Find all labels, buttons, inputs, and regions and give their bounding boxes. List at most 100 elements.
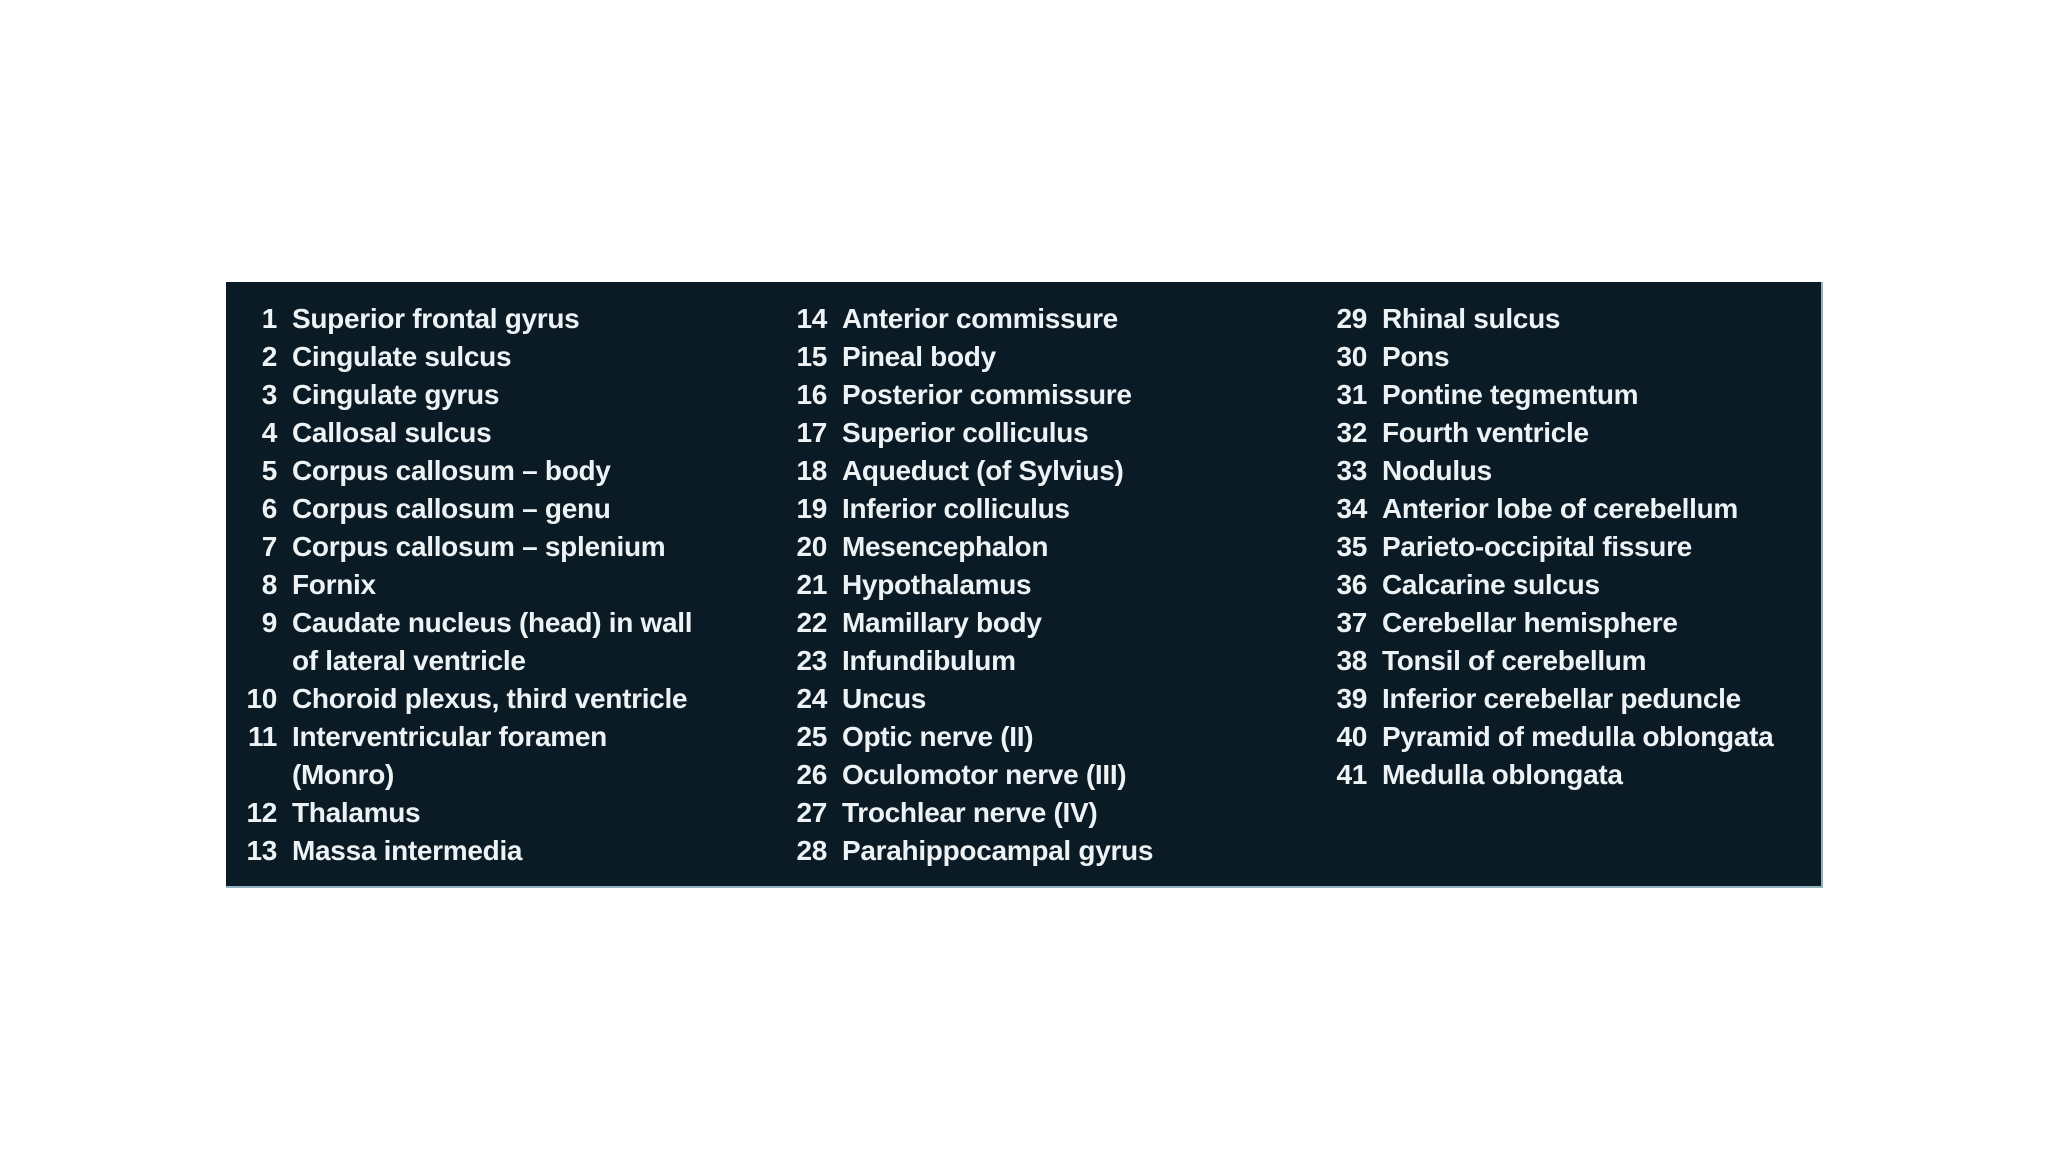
legend-panel: 1 Superior frontal gyrus 2 Cingulate sulcus… <box>226 282 1823 888</box>
legend-item-label: Mesencephalon <box>842 531 1049 562</box>
legend-item-17: 17 Superior colliculus <box>791 414 1331 452</box>
legend-column-1: 1 Superior frontal gyrus 2 Cingulate sulcus… <box>241 300 791 870</box>
legend-item-number: 18 <box>796 455 827 486</box>
legend-item-label: Oculomotor nerve (III) <box>842 759 1127 790</box>
legend-item-20: 20 Mesencephalon <box>791 528 1331 566</box>
legend-item-2: 2 Cingulate sulcus <box>241 338 791 376</box>
legend-item-label: Pontine tegmentum <box>1382 379 1639 410</box>
legend-item-9: 9 Caudate nucleus (head) in wall of later… <box>241 604 791 680</box>
legend-item-41: 41 Medulla oblongata <box>1331 756 1817 794</box>
legend-item-number: 6 <box>261 493 278 524</box>
legend-item-label: Fornix <box>292 569 376 600</box>
legend-item-21: 21 Hypothalamus <box>791 566 1331 604</box>
legend-item-number: 14 <box>796 303 827 334</box>
legend-item-number: 33 <box>1336 455 1367 486</box>
legend-item-label: Thalamus <box>292 797 421 828</box>
legend-item-26: 26 Oculomotor nerve (III) <box>791 756 1331 794</box>
legend-item-label: Trochlear nerve (IV) <box>842 797 1098 828</box>
legend-item-number: 20 <box>796 531 827 562</box>
legend-item-label: Medulla oblongata <box>1382 759 1623 790</box>
legend-item-label: Tonsil of cerebellum <box>1382 645 1647 676</box>
legend-item-number: 39 <box>1336 683 1367 714</box>
legend-item-5: 5 Corpus callosum – body <box>241 452 791 490</box>
legend-item-number: 25 <box>796 721 827 752</box>
legend-item-33: 33 Nodulus <box>1331 452 1817 490</box>
legend-item-8: 8 Fornix <box>241 566 791 604</box>
legend-item-11: 11 Interventricular foramen (Monro) <box>241 718 791 794</box>
legend-item-1: 1 Superior frontal gyrus <box>241 300 791 338</box>
legend-item-number: 1 <box>261 303 278 334</box>
legend-item-label: Infundibulum <box>842 645 1016 676</box>
legend-item-number: 10 <box>246 683 277 714</box>
legend-item-15: 15 Pineal body <box>791 338 1331 376</box>
legend-item-number: 35 <box>1336 531 1367 562</box>
legend-item-label: Interventricular foramen (Monro) <box>292 721 607 790</box>
legend-item-39: 39 Inferior cerebellar peduncle <box>1331 680 1817 718</box>
legend-item-number: 32 <box>1336 417 1367 448</box>
legend-item-label: Aqueduct (of Sylvius) <box>842 455 1124 486</box>
legend-item-label: Pyramid of medulla oblongata <box>1382 721 1774 752</box>
legend-item-label: Posterior commissure <box>842 379 1132 410</box>
legend-item-label: Cerebellar hemisphere <box>1382 607 1678 638</box>
legend-item-24: 24 Uncus <box>791 680 1331 718</box>
legend-item-label: Caudate nucleus (head) in wall of latera… <box>292 607 693 676</box>
legend-item-number: 19 <box>796 493 827 524</box>
legend-item-25: 25 Optic nerve (II) <box>791 718 1331 756</box>
legend-item-label: Pons <box>1382 341 1450 372</box>
legend-item-number: 41 <box>1336 759 1367 790</box>
legend-item-number: 37 <box>1336 607 1367 638</box>
legend-item-16: 16 Posterior commissure <box>791 376 1331 414</box>
legend-item-number: 3 <box>261 379 278 410</box>
legend-item-40: 40 Pyramid of medulla oblongata <box>1331 718 1817 756</box>
legend-item-label: Nodulus <box>1382 455 1492 486</box>
legend-item-27: 27 Trochlear nerve (IV) <box>791 794 1331 832</box>
legend-item-number: 22 <box>796 607 827 638</box>
legend-item-14: 14 Anterior commissure <box>791 300 1331 338</box>
legend-item-number: 23 <box>796 645 827 676</box>
legend-item-10: 10 Choroid plexus, third ventricle <box>241 680 791 718</box>
legend-item-32: 32 Fourth ventricle <box>1331 414 1817 452</box>
legend-column-2: 14 Anterior commissure 15 Pineal body 16 Post… <box>791 300 1331 870</box>
legend-item-31: 31 Pontine tegmentum <box>1331 376 1817 414</box>
legend-column-3: 29 Rhinal sulcus 30 Pons 31 Pontine tegmentum… <box>1331 300 1817 794</box>
legend-item-29: 29 Rhinal sulcus <box>1331 300 1817 338</box>
legend-item-label: Inferior colliculus <box>842 493 1070 524</box>
legend-item-number: 13 <box>246 835 277 866</box>
legend-item-label: Inferior cerebellar peduncle <box>1382 683 1741 714</box>
legend-item-7: 7 Corpus callosum – splenium <box>241 528 791 566</box>
legend-item-number: 5 <box>261 455 278 486</box>
legend-item-number: 26 <box>796 759 827 790</box>
legend-item-label: Rhinal sulcus <box>1382 303 1561 334</box>
legend-item-label: Optic nerve (II) <box>842 721 1034 752</box>
legend-item-number: 38 <box>1336 645 1367 676</box>
legend-item-number: 30 <box>1336 341 1367 372</box>
legend-item-number: 17 <box>796 417 827 448</box>
legend-item-19: 19 Inferior colliculus <box>791 490 1331 528</box>
legend-item-number: 28 <box>796 835 827 866</box>
legend-item-label: Corpus callosum – splenium <box>292 531 666 562</box>
legend-item-label: Superior colliculus <box>842 417 1089 448</box>
legend-item-38: 38 Tonsil of cerebellum <box>1331 642 1817 680</box>
legend-item-number: 27 <box>796 797 827 828</box>
legend-item-number: 9 <box>261 607 278 638</box>
legend-item-number: 24 <box>796 683 827 714</box>
legend-item-36: 36 Calcarine sulcus <box>1331 566 1817 604</box>
legend-item-label: Fourth ventricle <box>1382 417 1589 448</box>
legend-item-number: 7 <box>261 531 278 562</box>
legend-item-number: 15 <box>796 341 827 372</box>
legend-item-28: 28 Parahippocampal gyrus <box>791 832 1331 870</box>
legend-item-34: 34 Anterior lobe of cerebellum <box>1331 490 1817 528</box>
legend-item-number: 12 <box>246 797 277 828</box>
legend-item-13: 13 Massa intermedia <box>241 832 791 870</box>
legend-item-label: Massa intermedia <box>292 835 523 866</box>
legend-item-23: 23 Infundibulum <box>791 642 1331 680</box>
legend-item-label: Parahippocampal gyrus <box>842 835 1154 866</box>
legend-item-label: Cingulate sulcus <box>292 341 512 372</box>
legend-item-30: 30 Pons <box>1331 338 1817 376</box>
legend-item-label: Corpus callosum – genu <box>292 493 611 524</box>
legend-item-label: Callosal sulcus <box>292 417 492 448</box>
legend-item-37: 37 Cerebellar hemisphere <box>1331 604 1817 642</box>
legend-item-18: 18 Aqueduct (of Sylvius) <box>791 452 1331 490</box>
legend-item-label: Pineal body <box>842 341 996 372</box>
legend-item-number: 2 <box>261 341 278 372</box>
